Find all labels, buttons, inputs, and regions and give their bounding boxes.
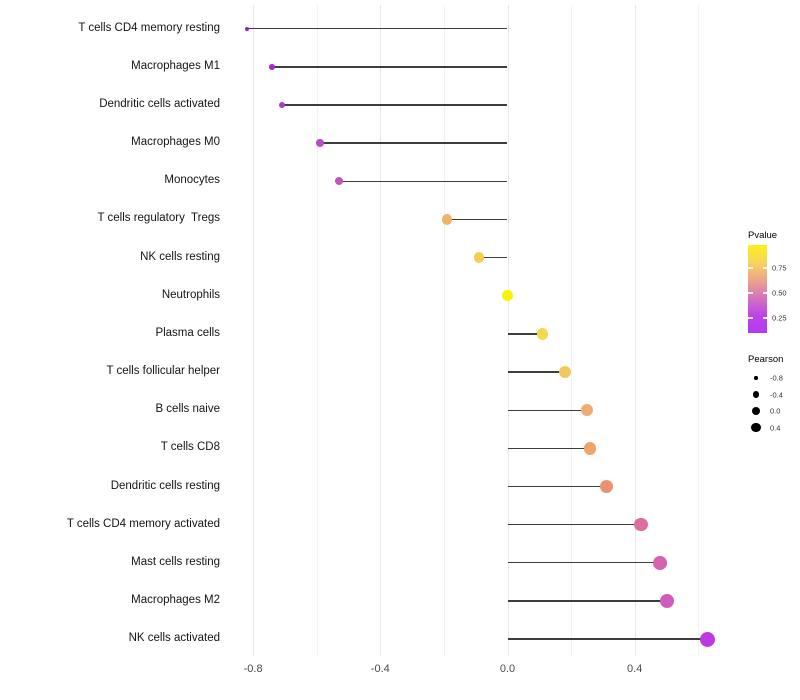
y-axis-label: Neutrophils: [161, 288, 220, 301]
y-axis-label: T cells CD8: [160, 441, 220, 454]
x-axis-tick-label: -0.4: [370, 663, 390, 675]
lollipop-stem: [507, 600, 667, 602]
y-axis-label: T cells CD4 memory resting: [78, 21, 220, 34]
lollipop-dot: [536, 328, 549, 340]
lollipop-dot: [700, 631, 716, 647]
lollipop-dot: [599, 480, 613, 493]
pearson-size-label: 0.4: [770, 422, 781, 432]
y-axis-label: B cells naive: [155, 403, 220, 416]
y-axis-label: T cells follicular helper: [106, 365, 220, 378]
lollipop-stem: [478, 256, 508, 259]
lollipop-dot: [278, 101, 285, 109]
major-gridline: [507, 5, 509, 656]
lollipop-stem: [447, 218, 508, 221]
lollipop-dot: [501, 290, 514, 302]
lollipop-dot: [653, 555, 668, 570]
pearson-legend-title: Pearson: [748, 354, 784, 365]
x-axis-tick-label: 0.0: [499, 663, 516, 675]
pearson-size-label: -0.4: [770, 389, 783, 399]
y-axis-label: Dendritic cells activated: [99, 98, 220, 111]
x-axis-tick-label: 0.4: [627, 663, 643, 675]
x-axis-tick-label: -0.8: [243, 663, 263, 675]
lollipop-dot: [244, 26, 249, 31]
lollipop-stem: [319, 142, 508, 144]
y-axis-label: NK cells activated: [128, 632, 220, 645]
pvalue-bar-tick: [762, 267, 767, 269]
minor-gridline: [316, 5, 318, 656]
lollipop-stem: [507, 638, 708, 640]
lollipop-stem: [507, 485, 607, 488]
pvalue-gradient-bar: [748, 245, 767, 333]
minor-gridline: [443, 5, 445, 656]
y-axis-label: Macrophages M2: [131, 593, 220, 606]
y-axis-label: Dendritic cells resting: [110, 479, 220, 492]
pvalue-tick-label: 0.75: [772, 263, 787, 273]
lollipop-stem: [507, 333, 543, 335]
lollipop-stem: [272, 66, 508, 68]
pvalue-legend-title: Pvalue: [748, 230, 778, 241]
y-axis-label: Plasma cells: [155, 326, 220, 339]
lollipop-stem: [507, 447, 591, 450]
lollipop-dot: [659, 593, 674, 608]
lollipop-dot: [583, 442, 597, 455]
pvalue-tick-label: 0.25: [772, 313, 787, 323]
pvalue-bar-tick: [762, 317, 767, 319]
lollipop-dot: [634, 517, 648, 532]
y-axis-label: Mast cells resting: [131, 555, 220, 568]
minor-gridline: [571, 5, 573, 656]
lollipop-dot: [334, 177, 344, 186]
pearson-size-label: 0.0: [770, 406, 781, 416]
lollipop-dot: [269, 64, 275, 70]
y-axis-label: Macrophages M1: [131, 59, 220, 72]
pearson-size-dot: [754, 376, 758, 380]
pearson-size-label: -0.8: [770, 373, 783, 383]
pvalue-bar-tick: [748, 292, 753, 294]
y-axis-label: T cells CD4 memory activated: [66, 517, 220, 530]
lollipop-stem: [507, 409, 587, 411]
pearson-size-dot: [752, 391, 760, 398]
y-axis-label: T cells regulatory Tregs: [97, 212, 220, 225]
lollipop-stem: [507, 371, 565, 373]
minor-gridline: [698, 5, 700, 656]
lollipop-stem: [338, 180, 508, 182]
lollipop-dot: [558, 366, 571, 379]
major-gridline: [380, 5, 382, 656]
y-axis-label: NK cells resting: [140, 250, 220, 263]
major-gridline: [634, 5, 636, 656]
pvalue-bar-tick: [748, 317, 753, 319]
pvalue-bar-tick: [748, 267, 753, 269]
lollipop-dot: [316, 139, 324, 147]
lollipop-dot: [441, 214, 453, 225]
lollipop-dot: [473, 252, 485, 263]
lollipop-stem: [281, 104, 508, 106]
y-axis-label: Monocytes: [164, 174, 220, 187]
pearson-size-dot: [751, 422, 761, 433]
lollipop-stem: [507, 562, 661, 564]
pvalue-tick-label: 0.50: [772, 288, 787, 298]
y-axis-label: Macrophages M0: [131, 136, 220, 149]
pvalue-bar-tick: [762, 292, 767, 294]
lollipop-dot: [580, 404, 594, 417]
lollipop-stem: [507, 523, 642, 526]
pearson-size-dot: [751, 406, 761, 416]
major-gridline: [253, 5, 255, 656]
lollipop-stem: [246, 28, 508, 30]
